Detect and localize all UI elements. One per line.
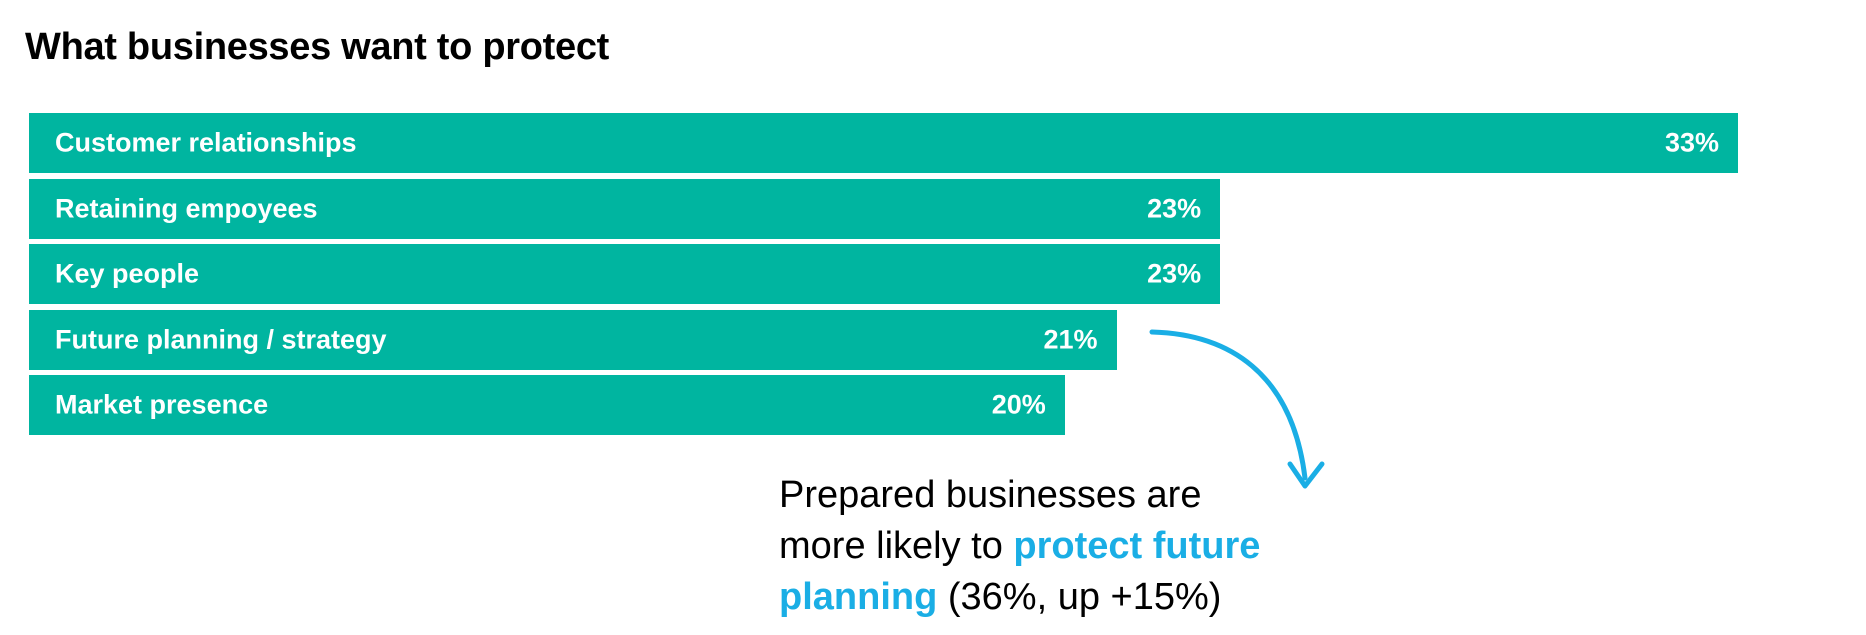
bar: Future planning / strategy 21%	[29, 309, 1117, 370]
callout-text: Prepared businesses are more likely to p…	[779, 470, 1339, 623]
data-label: 33%	[1664, 127, 1719, 158]
callout-line2-prefix: more likely to	[779, 525, 1014, 567]
bar-label: Market presence	[55, 389, 269, 420]
chart-title: What businesses want to protect	[25, 26, 610, 68]
bar: Retaining empoyees 23%	[29, 178, 1221, 239]
callout-highlight1: protect future	[1013, 525, 1261, 567]
bar: Customer relationships 33%	[29, 113, 1738, 173]
bar-label: Customer relationships	[55, 127, 357, 158]
callout-suffix: (36%, up +15%)	[937, 576, 1222, 618]
data-label: 23%	[1147, 193, 1202, 223]
callout-line1: Prepared businesses are	[779, 474, 1202, 516]
data-label: 20%	[991, 389, 1046, 420]
bar-label: Key people	[55, 258, 200, 289]
bar: Key people 23%	[29, 244, 1221, 304]
callout-highlight2: planning	[779, 576, 938, 618]
data-label: 23%	[1147, 258, 1202, 289]
bar-label: Future planning / strategy	[55, 324, 387, 354]
data-label: 21%	[1043, 324, 1098, 354]
bar-label: Retaining empoyees	[55, 193, 318, 223]
bar: Market presence 20%	[29, 375, 1065, 435]
